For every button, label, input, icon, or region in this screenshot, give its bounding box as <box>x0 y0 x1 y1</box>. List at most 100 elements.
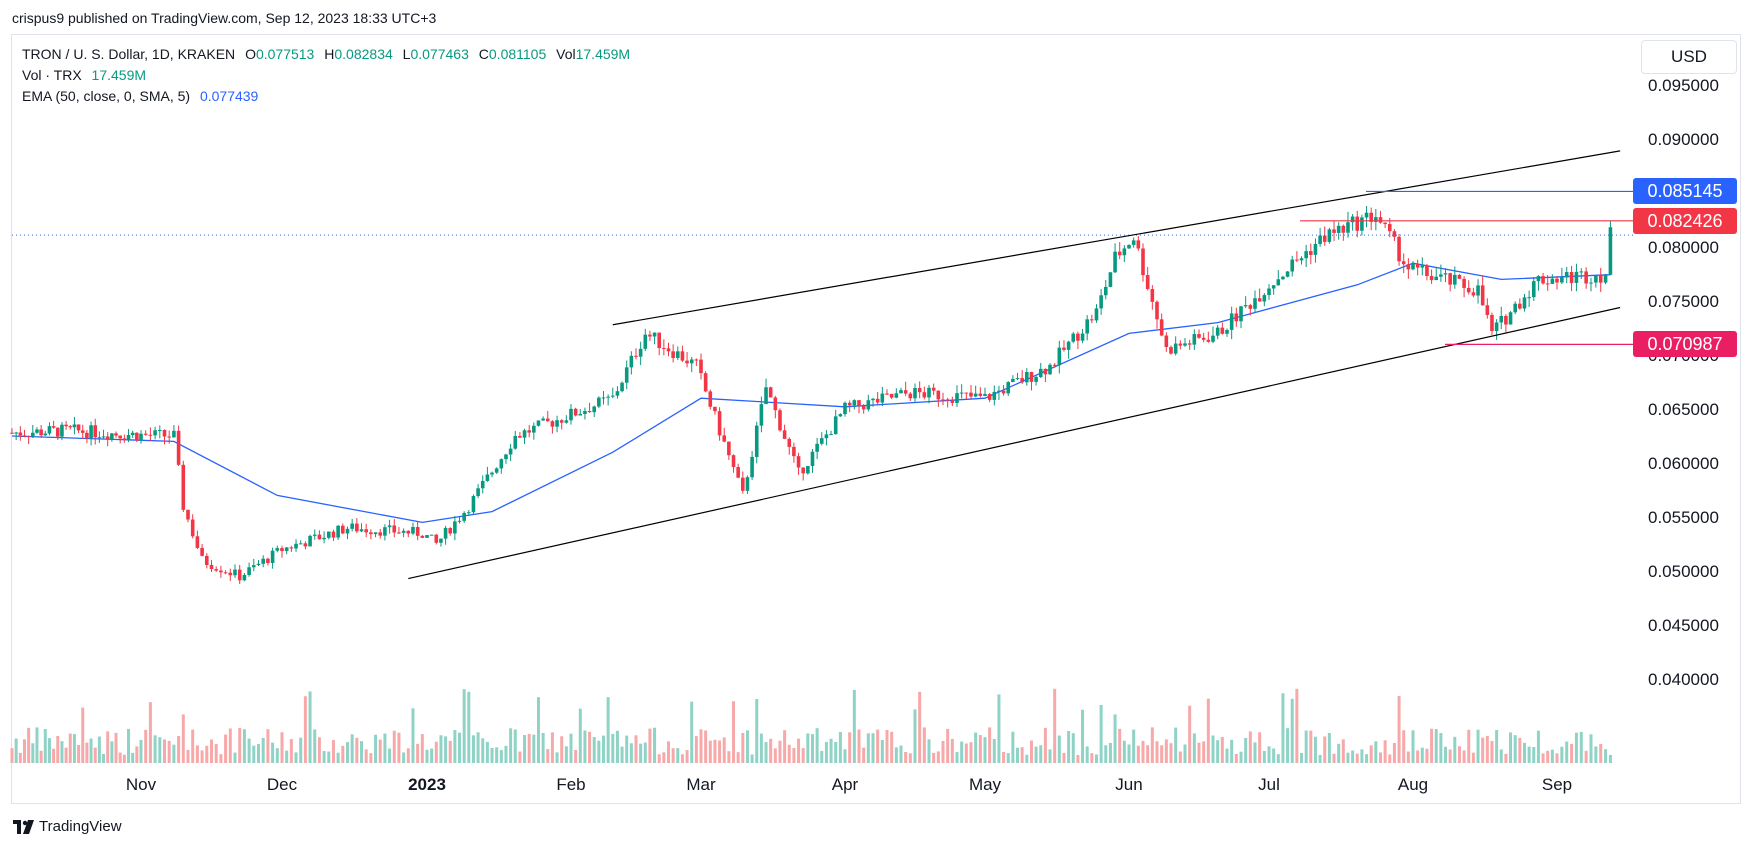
volume-bar <box>1300 753 1304 763</box>
legend-volume-label: Vol · TRX <box>22 67 82 83</box>
candle-body <box>782 430 787 439</box>
candle-body <box>741 477 745 491</box>
volume-bar <box>1108 742 1112 763</box>
x-tick-label: 2023 <box>408 775 446 794</box>
candle-body <box>815 443 819 452</box>
volume-bar <box>904 751 908 763</box>
volume-bar <box>834 741 838 763</box>
candle-body <box>950 400 955 403</box>
candle-body <box>792 446 796 457</box>
volume-bar <box>597 740 601 763</box>
candle-body <box>685 360 689 364</box>
volume-bar <box>228 728 232 763</box>
candle-body <box>1048 364 1052 375</box>
candle-body <box>1253 298 1257 309</box>
volume-bar <box>177 736 181 763</box>
volume-bar <box>1425 748 1429 763</box>
volume-bar <box>1141 740 1145 763</box>
chart-frame <box>11 34 1741 804</box>
volume-bar <box>1360 749 1364 763</box>
volume-bar <box>639 743 643 763</box>
candle-body <box>861 406 866 410</box>
candle-body <box>1531 281 1536 298</box>
volume-bar <box>39 750 43 763</box>
volume-bar <box>495 747 499 763</box>
volume-bar <box>1416 750 1420 763</box>
candle-body <box>583 411 587 415</box>
candle-body <box>801 467 805 474</box>
candle-body <box>727 441 731 456</box>
candle-body <box>1536 276 1541 282</box>
candle-body <box>959 392 964 394</box>
volume-bar <box>481 738 485 763</box>
candle-body <box>778 410 782 431</box>
candle-body <box>759 404 764 426</box>
candle-body <box>270 550 275 563</box>
publish-line: crispus9 published on TradingView.com, S… <box>12 10 437 26</box>
volume-bar <box>1034 746 1038 763</box>
candle-body <box>462 512 466 521</box>
y-tick-label: 0.060000 <box>1648 454 1719 473</box>
volume-bar <box>114 732 118 763</box>
volume-bar <box>648 728 652 763</box>
volume-bar <box>485 741 489 763</box>
candle-body <box>1541 276 1545 284</box>
volume-bar <box>210 739 213 763</box>
volume-bar <box>1332 753 1336 763</box>
volume-bar <box>135 746 139 763</box>
volume-bar <box>801 748 805 763</box>
volume-bar <box>829 738 833 763</box>
candle-body <box>941 399 945 401</box>
footer-brand[interactable]: TradingView <box>13 818 122 835</box>
candle-body <box>703 373 708 392</box>
volume-bar <box>546 749 550 763</box>
volume-bar <box>1085 746 1089 763</box>
candle-body <box>871 398 875 401</box>
candle-body <box>1584 271 1588 284</box>
candle-body <box>1025 372 1029 383</box>
volume-bar <box>1234 753 1238 763</box>
candle-body <box>806 465 810 474</box>
candle-body <box>1178 343 1183 346</box>
volume-bar <box>704 730 708 763</box>
volume-bar <box>22 739 26 763</box>
candle-body <box>931 387 936 391</box>
candle-body <box>448 528 453 534</box>
ohlc-close: C0.081105 <box>478 46 547 62</box>
candle-body <box>148 434 153 436</box>
volume-bar <box>1570 743 1574 763</box>
candle-body <box>373 532 378 535</box>
volume-bar <box>434 741 438 763</box>
volume-bar <box>1471 752 1475 763</box>
volume-bar <box>1555 753 1559 763</box>
candle-body <box>494 468 499 473</box>
currency-selector[interactable]: USD <box>1641 40 1737 74</box>
candle-body <box>1197 334 1201 338</box>
volume-bar <box>662 752 666 763</box>
candle-body <box>411 526 415 534</box>
volume-bar <box>60 741 64 763</box>
volume-bar <box>1160 745 1164 763</box>
candle-body <box>415 526 420 536</box>
candle-body <box>35 429 39 433</box>
candle-body <box>1360 217 1364 231</box>
volume-bar <box>266 729 270 763</box>
volume-bar <box>56 735 60 763</box>
volume-bar <box>1499 749 1503 763</box>
candle-body <box>1608 227 1613 275</box>
volume-bar <box>992 738 996 763</box>
candle-body <box>172 430 176 438</box>
candle-body <box>1159 319 1164 336</box>
volume-bar <box>1202 741 1206 763</box>
volume-bar <box>233 752 237 763</box>
candle-body <box>1076 333 1080 341</box>
volume-bar <box>964 743 968 763</box>
legend-ema-value: 0.077439 <box>199 88 259 104</box>
volume-bar <box>1313 736 1317 763</box>
volume-bar <box>1476 729 1480 763</box>
volume-bar <box>741 732 745 763</box>
candle-body <box>1589 282 1593 284</box>
candle-body <box>18 432 23 436</box>
legend-symbol-row: TRON / U. S. Dollar, 1D, KRAKEN O0.07751… <box>22 44 630 65</box>
